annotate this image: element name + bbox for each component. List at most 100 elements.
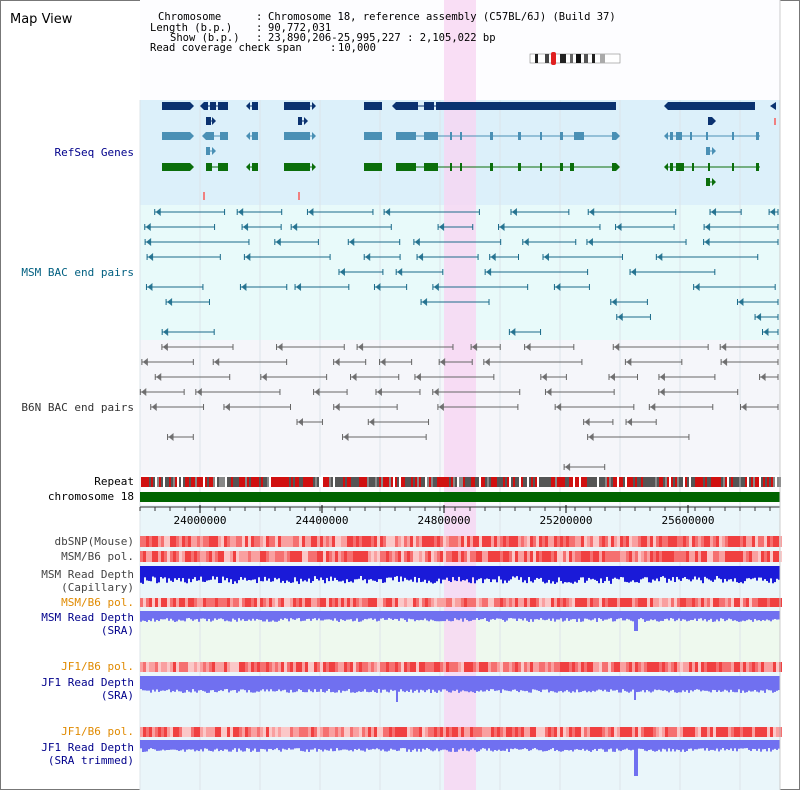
b6n-bac-pair[interactable] (141, 358, 194, 366)
b6n-bac-pair[interactable] (276, 343, 345, 351)
b6n-bac-pair[interactable] (470, 343, 501, 351)
bac-end-arrow (349, 238, 355, 246)
msm-bac-pair[interactable] (294, 283, 350, 291)
b6n-bac-pair[interactable] (540, 373, 567, 381)
msm-bac-pair[interactable] (587, 208, 677, 216)
b6n-bac-pair[interactable] (333, 358, 367, 366)
msm-bac-pair[interactable] (338, 268, 384, 276)
b6n-bac-pair[interactable] (719, 343, 779, 351)
b6n-bac-pair[interactable] (624, 358, 683, 366)
b6n-bac-pair[interactable] (438, 358, 473, 366)
msm-bac-pair[interactable] (363, 253, 401, 261)
msm-bac-pair[interactable] (165, 298, 210, 306)
msm-bac-pair[interactable] (306, 208, 374, 216)
jf1-b6-pol-heat (464, 662, 467, 672)
msm-bac-pair[interactable] (145, 283, 204, 291)
b6n-bac-pair[interactable] (740, 403, 779, 411)
b6n-bac-pair[interactable] (167, 433, 194, 441)
msm-bac-pair[interactable] (239, 283, 288, 291)
msm-bac-pair[interactable] (437, 223, 474, 231)
msm-bac-pair[interactable] (347, 238, 401, 246)
msm-bac-pair[interactable] (693, 283, 776, 291)
b6n-bac-pair[interactable] (608, 373, 638, 381)
b6n-bac-pair[interactable] (414, 373, 495, 381)
b6n-bac-pair[interactable] (648, 403, 714, 411)
b6n-bac-pair[interactable] (260, 373, 328, 381)
b6n-bac-pair[interactable] (524, 343, 575, 351)
b6n-bac-pair[interactable] (195, 388, 281, 396)
msm-bac-pair[interactable] (161, 328, 215, 336)
msm-bac-pair[interactable] (510, 208, 570, 216)
msm-bac-pair[interactable] (761, 328, 779, 336)
b6n-bac-pair[interactable] (313, 388, 348, 396)
b6n-bac-pair[interactable] (161, 343, 234, 351)
msm-bac-pair[interactable] (522, 238, 577, 246)
b6n-bac-pair[interactable] (333, 403, 398, 411)
b6n-bac-pair[interactable] (212, 358, 288, 366)
msm-bac-pair[interactable] (655, 253, 759, 261)
msm-bac-pair[interactable] (542, 253, 623, 261)
msm-bac-pair[interactable] (290, 223, 392, 231)
msm-bac-pair[interactable] (416, 253, 479, 261)
msm-bac-pair[interactable] (616, 313, 651, 321)
b6n-bac-pair[interactable] (139, 388, 185, 396)
msm-bac-pair[interactable] (432, 283, 529, 291)
b6n-bac-pair[interactable] (375, 388, 421, 396)
b6n-bac-pair[interactable] (154, 373, 231, 381)
msm-bac-pair[interactable] (383, 208, 480, 216)
b6n-bac-pair[interactable] (658, 388, 739, 396)
b6n-bac-pair[interactable] (432, 388, 521, 396)
b6n-bac-pair[interactable] (583, 418, 614, 426)
msm-bac-pair[interactable] (420, 298, 490, 306)
msm-bac-pair[interactable] (274, 238, 319, 246)
b6n-bac-pair[interactable] (350, 373, 400, 381)
b6n-bac-pair[interactable] (437, 403, 519, 411)
msm-bac-pair[interactable] (489, 253, 519, 261)
msm-bac-pair[interactable] (373, 283, 408, 291)
msm-bac-pair[interactable] (243, 253, 331, 261)
jf1-trim-depth-bar (728, 740, 730, 751)
b6n-bac-pair[interactable] (296, 418, 323, 426)
b6n-bac-pair[interactable] (223, 403, 292, 411)
msm-bac-pair[interactable] (484, 268, 589, 276)
b6n-bac-pair[interactable] (483, 358, 583, 366)
msm-bac-pair[interactable] (413, 238, 502, 246)
jf1-sra-depth-bar (190, 676, 192, 693)
msm-sra-depth-bar (226, 611, 228, 621)
b6n-bac-pair[interactable] (342, 433, 427, 441)
b6n-bac-pair[interactable] (759, 373, 779, 381)
msm-bac-pair[interactable] (553, 283, 590, 291)
b6n-bac-pair[interactable] (720, 358, 779, 366)
b6n-bac-pair[interactable] (544, 388, 615, 396)
b6n-bac-pair[interactable] (658, 373, 716, 381)
b6n-bac-pair[interactable] (612, 343, 709, 351)
msm-bac-pair[interactable] (508, 328, 542, 336)
msm-bac-pair[interactable] (241, 223, 282, 231)
msm-bac-pair[interactable] (236, 208, 283, 216)
msm-bac-pair[interactable] (498, 223, 601, 231)
b6n-bac-pair[interactable] (625, 418, 657, 426)
msm-bac-pair[interactable] (146, 253, 221, 261)
msm-bac-pair[interactable] (610, 298, 648, 306)
b6n-bac-pair[interactable] (587, 433, 690, 441)
msm-bac-pair[interactable] (703, 238, 779, 246)
msm-bac-pair[interactable] (154, 208, 226, 216)
msm-bac-pair[interactable] (395, 268, 444, 276)
b6n-bac-pair[interactable] (367, 418, 430, 426)
msm-bac-pair[interactable] (768, 208, 779, 216)
msm-bac-pair[interactable] (629, 268, 716, 276)
b6n-bac-pair[interactable] (356, 343, 454, 351)
b6n-bac-pair[interactable] (554, 403, 635, 411)
msm-bac-pair[interactable] (144, 238, 250, 246)
msm-bac-pair[interactable] (754, 313, 779, 321)
b6n-bac-pair[interactable] (563, 463, 606, 471)
b6n-bac-pair[interactable] (150, 403, 205, 411)
b6n-bac-pair[interactable] (379, 358, 413, 366)
msm-bac-pair[interactable] (586, 238, 687, 246)
jf1-b6-pol-heat (758, 662, 761, 672)
msm-bac-pair[interactable] (615, 223, 675, 231)
msm-bac-pair[interactable] (703, 223, 779, 231)
msm-bac-pair[interactable] (736, 298, 779, 306)
msm-bac-pair[interactable] (144, 223, 216, 231)
msm-bac-pair[interactable] (709, 208, 742, 216)
